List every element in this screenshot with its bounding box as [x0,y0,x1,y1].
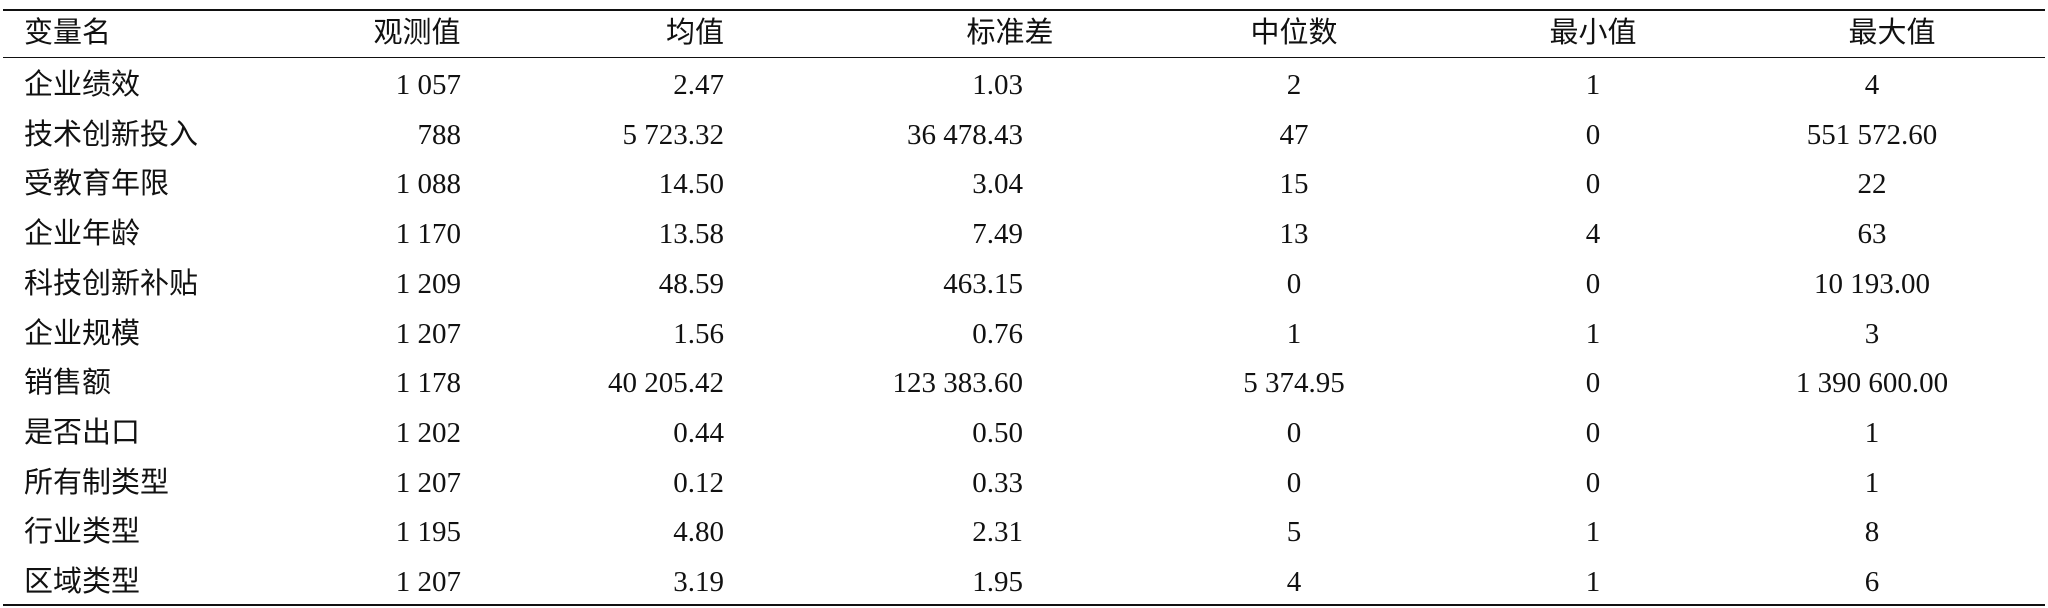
table-cell: 0 [1585,118,1601,151]
table-cell: 1 207 [395,317,461,350]
header-cell: 均值 [665,17,725,49]
table-cell: 1.95 [972,566,1023,598]
table-cell: 1 390 600.00 [1795,367,1949,400]
header-rule [3,57,2045,58]
table-cell: 1 [1585,566,1601,598]
table-cell: 0 [1585,466,1601,499]
header-cell: 最小值 [1549,17,1637,49]
table-cell: 1 [1864,466,1880,499]
bottom-rule [3,604,2045,606]
table-cell: 2.31 [972,516,1023,549]
table-cell: 0 [1585,168,1601,201]
table-cell: 0.50 [972,416,1023,449]
table-cell: 2 [1286,69,1302,101]
row-label: 是否出口 [24,416,141,449]
table-cell: 13 [1279,218,1309,251]
row-label: 企业年龄 [24,218,141,251]
table-cell: 1 [1286,317,1302,350]
row-label: 销售额 [24,367,112,400]
table-cell: 15 [1279,168,1309,201]
table-cell: 1 207 [395,566,461,598]
header-cell: 观测值 [373,17,461,49]
table-cell: 0.44 [673,416,724,449]
table-cell: 1 088 [395,168,461,201]
table-cell: 3.19 [673,566,724,598]
table-cell: 4 [1864,69,1880,101]
header-cell: 中位数 [1250,17,1338,49]
table-cell: 1 [1585,317,1601,350]
table-cell: 0 [1585,416,1601,449]
table-cell: 551 572.60 [1806,118,1938,151]
table-cell: 5 [1286,516,1302,549]
table-cell: 6 [1864,566,1880,598]
table-cell: 40 205.42 [608,367,724,400]
table-cell: 1 170 [395,218,461,251]
table-cell: 1 195 [395,516,461,549]
row-label: 行业类型 [24,516,141,549]
table-cell: 1 209 [395,267,461,300]
table-cell: 3 [1864,317,1880,350]
table-cell: 2.47 [673,69,724,101]
table-cell: 0 [1286,416,1302,449]
table-cell: 10 193.00 [1814,267,1930,300]
row-label: 所有制类型 [24,466,170,499]
top-rule [3,9,2045,11]
table-cell: 0.12 [673,466,724,499]
table-cell: 0 [1286,466,1302,499]
table-cell: 1 [1864,416,1880,449]
table-cell: 63 [1857,218,1887,251]
table-cell: 123 383.60 [892,367,1024,400]
row-label: 企业绩效 [24,69,141,101]
table-cell: 0 [1585,267,1601,300]
table-cell: 0 [1585,367,1601,400]
row-label: 受教育年限 [24,168,170,201]
table-cell: 0 [1286,267,1302,300]
table-cell: 48.59 [658,267,724,300]
table-cell: 47 [1279,118,1309,151]
table-cell: 788 [417,118,462,151]
table-cell: 0.76 [972,317,1023,350]
header-cell: 变量名 [24,17,112,49]
table-cell: 36 478.43 [907,118,1023,151]
table-cell: 14.50 [658,168,724,201]
table-cell: 8 [1864,516,1880,549]
table-cell: 0.33 [972,466,1023,499]
table-cell: 5 723.32 [622,118,725,151]
table-cell: 7.49 [972,218,1023,251]
table-cell: 1.56 [673,317,724,350]
table-cell: 1.03 [972,69,1023,101]
table-cell: 1 202 [395,416,461,449]
header-cell: 最大值 [1848,17,1936,49]
table-cell: 1 [1585,516,1601,549]
row-label: 科技创新补贴 [24,267,199,300]
row-label: 技术创新投入 [24,118,199,151]
table-cell: 4 [1286,566,1302,598]
table-cell: 22 [1857,168,1887,201]
table-cell: 4.80 [673,516,724,549]
table-cell: 13.58 [658,218,724,251]
table-cell: 1 [1585,69,1601,101]
table-cell: 3.04 [972,168,1023,201]
header-cell: 标准差 [966,17,1054,49]
row-label: 区域类型 [24,566,141,598]
row-label: 企业规模 [24,317,141,350]
table-cell: 5 374.95 [1243,367,1345,400]
table-cell: 463.15 [943,267,1023,300]
table-cell: 4 [1585,218,1601,251]
table-cell: 1 207 [395,466,461,499]
table-cell: 1 057 [395,69,461,101]
table-cell: 1 178 [395,367,461,400]
